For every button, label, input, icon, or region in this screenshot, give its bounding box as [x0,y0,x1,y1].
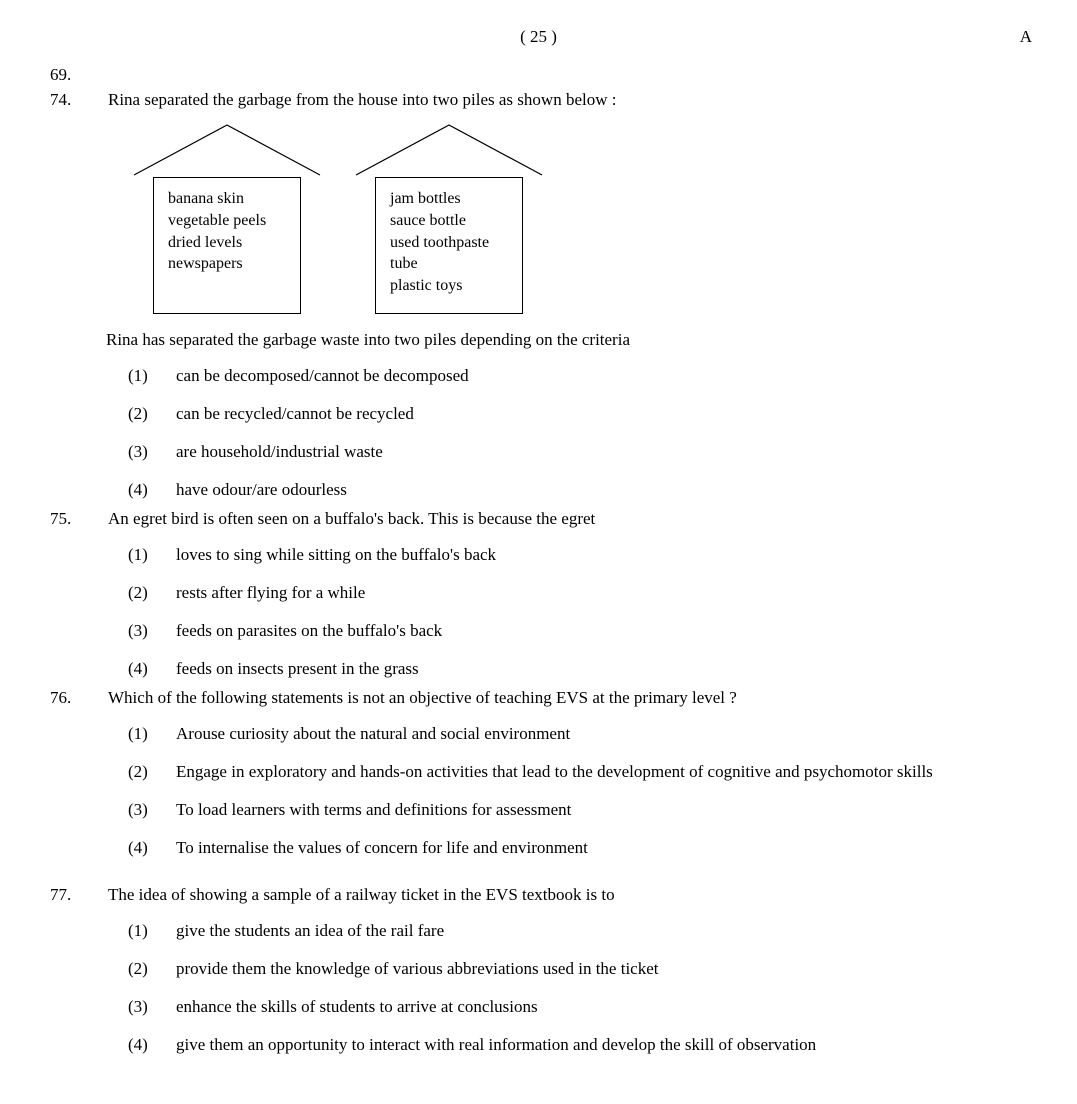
option-text: Arouse curiosity about the natural and s… [176,722,1032,746]
option-1: (1)give the students an idea of the rail… [108,919,1032,943]
option-3: (3)are household/industrial waste [108,440,1032,464]
question-stem: An egret bird is often seen on a buffalo… [108,507,1032,531]
option-4: (4)have odour/are odourless [108,478,1032,502]
option-number: (1) [128,919,176,943]
pile-item: jam bottles [390,188,508,210]
house-box-1: banana skin vegetable peels dried levels… [153,177,301,314]
house-diagram-row: banana skin vegetable peels dried levels… [130,121,1032,314]
option-text: To internalise the values of concern for… [176,836,1032,860]
option-text: can be decomposed/cannot be decomposed [176,364,1032,388]
question-number: 76. [45,686,108,710]
question-number: 77. [45,883,108,907]
question-74: 74. Rina separated the garbage from the … [45,88,1032,506]
option-3: (3)To load learners with terms and defin… [108,798,1032,822]
option-number: (1) [128,722,176,746]
option-text: give them an opportunity to interact wit… [176,1033,1032,1057]
house-box-2: jam bottles sauce bottle used toothpaste… [375,177,523,314]
option-text: have odour/are odourless [176,478,1032,502]
question-stem: Rina separated the garbage from the hous… [108,88,1032,112]
question-76: 76. Which of the following statements is… [45,686,1032,863]
question-number: 75. [45,507,108,531]
option-text: enhance the skills of students to arrive… [176,995,1032,1019]
question-75: 75. An egret bird is often seen on a buf… [45,507,1032,684]
option-text: feeds on insects present in the grass [176,657,1032,681]
option-text: feeds on parasites on the buffalo's back [176,619,1032,643]
spacer [45,865,1032,883]
question-stem: The idea of showing a sample of a railwa… [108,883,1032,907]
option-number: (4) [128,1033,176,1057]
option-1: (1)can be decomposed/cannot be decompose… [108,364,1032,388]
pile-item: newspapers [168,253,286,275]
page-header: ( 25 ) A [45,25,1032,49]
pile-item: plastic toys [390,275,508,297]
question-number: 74. [45,88,108,112]
option-3: (3)feeds on parasites on the buffalo's b… [108,619,1032,643]
house-roof-icon [352,121,546,177]
house-pile-1: banana skin vegetable peels dried levels… [130,121,324,314]
page-number: ( 25 ) [520,25,557,49]
option-text: give the students an idea of the rail fa… [176,919,1032,943]
option-text: provide them the knowledge of various ab… [176,957,1032,981]
option-number: (2) [128,760,176,784]
option-1: (1)loves to sing while sitting on the bu… [108,543,1032,567]
option-2: (2)can be recycled/cannot be recycled [108,402,1032,426]
pile-item: banana skin [168,188,286,210]
option-2: (2)rests after flying for a while [108,581,1032,605]
option-text: are household/industrial waste [176,440,1032,464]
option-number: (1) [128,543,176,567]
option-number: (3) [128,619,176,643]
series-letter: A [1020,25,1032,49]
house-pile-2: jam bottles sauce bottle used toothpaste… [352,121,546,314]
pile-item: used toothpaste [390,232,508,254]
option-number: (2) [128,402,176,426]
option-text: rests after flying for a while [176,581,1032,605]
option-2: (2)Engage in exploratory and hands-on ac… [108,760,1032,784]
option-number: (3) [128,995,176,1019]
option-text: To load learners with terms and definiti… [176,798,1032,822]
question-stem: Which of the following statements is not… [108,686,1032,710]
pile-item: vegetable peels [168,210,286,232]
option-number: (4) [128,478,176,502]
option-number: (3) [128,440,176,464]
pile-item: sauce bottle [390,210,508,232]
pile-item: tube [390,253,508,275]
pile-item: dried levels [168,232,286,254]
orphan-question-number: 69. [50,63,1032,87]
option-number: (2) [128,581,176,605]
option-text: loves to sing while sitting on the buffa… [176,543,1032,567]
option-3: (3)enhance the skills of students to arr… [108,995,1032,1019]
question-mid-text: Rina has separated the garbage waste int… [106,328,1032,352]
option-text: Engage in exploratory and hands-on activ… [176,760,1032,784]
option-2: (2)provide them the knowledge of various… [108,957,1032,981]
option-number: (1) [128,364,176,388]
option-4: (4)To internalise the values of concern … [108,836,1032,860]
option-number: (4) [128,657,176,681]
option-4: (4)give them an opportunity to interact … [108,1033,1032,1057]
option-1: (1)Arouse curiosity about the natural an… [108,722,1032,746]
option-4: (4)feeds on insects present in the grass [108,657,1032,681]
option-text: can be recycled/cannot be recycled [176,402,1032,426]
question-77: 77. The idea of showing a sample of a ra… [45,883,1032,1060]
option-number: (3) [128,798,176,822]
house-roof-icon [130,121,324,177]
option-number: (4) [128,836,176,860]
option-number: (2) [128,957,176,981]
